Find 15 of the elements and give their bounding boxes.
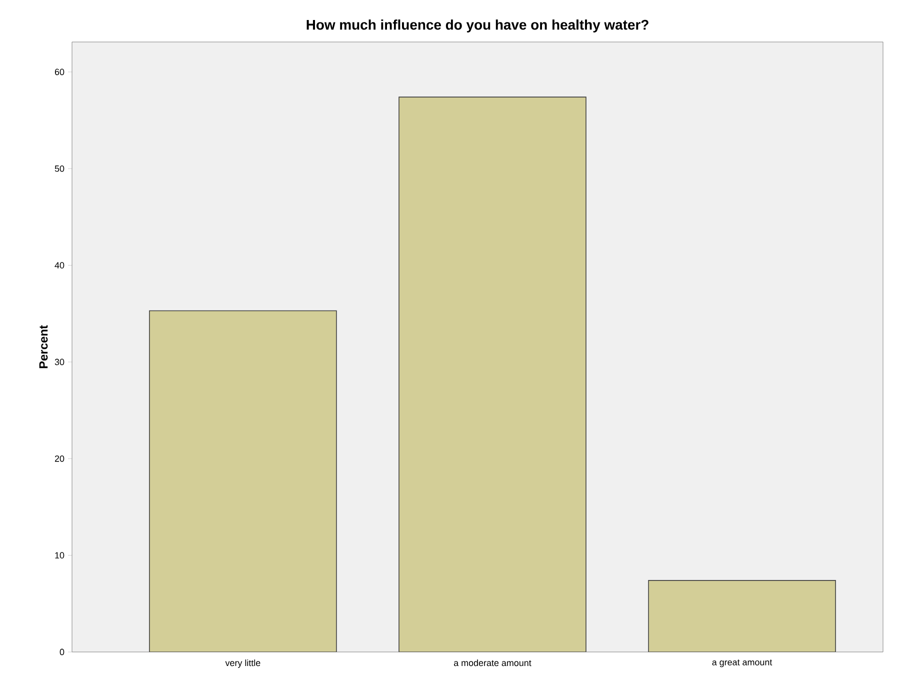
y-tick-label: 40 <box>54 262 64 268</box>
x-tick-label: very little <box>225 660 260 668</box>
y-tick-label: 60 <box>54 68 64 76</box>
y-tick-label: 20 <box>54 455 64 462</box>
x-tick-label: a great amount <box>712 660 772 668</box>
y-tick-label: 10 <box>55 552 64 558</box>
y-tick-label: 50 <box>54 165 64 172</box>
chart-title: How much influence do you have on healthy water? <box>306 19 648 32</box>
y-tick-label: 0 <box>60 648 64 656</box>
bar <box>398 96 586 652</box>
bar <box>149 310 337 652</box>
y-tick-label: 30 <box>54 358 64 366</box>
x-tick-label: a moderate amount <box>454 660 532 666</box>
bar <box>648 580 836 652</box>
y-axis-title: Percent <box>39 325 48 368</box>
